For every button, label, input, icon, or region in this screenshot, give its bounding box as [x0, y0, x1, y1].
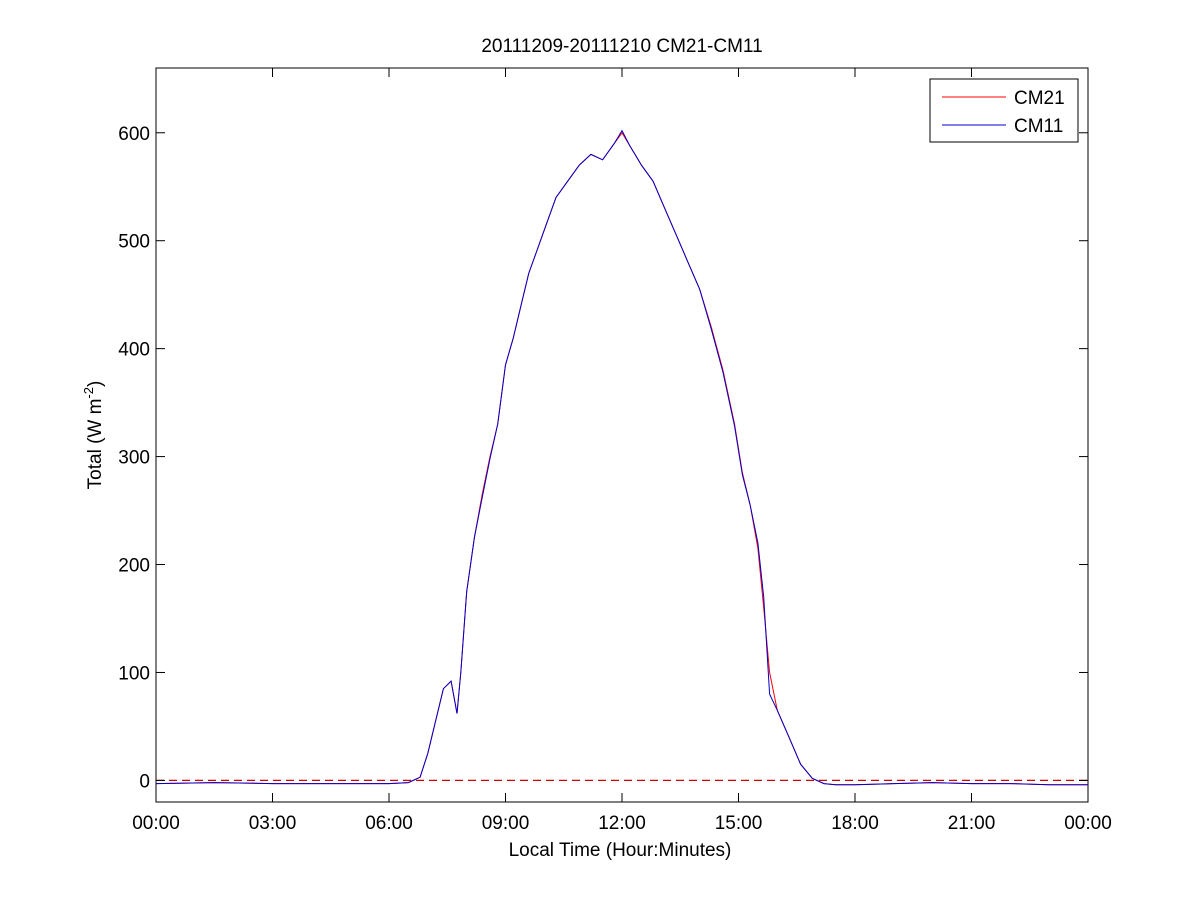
y-axis-label-close: ): [85, 381, 106, 387]
y-tick-label: 400: [118, 340, 150, 361]
y-tick-label: 300: [118, 448, 150, 469]
legend-label-cm21: CM21: [1014, 88, 1065, 109]
x-tick-label: 00:00: [132, 813, 180, 834]
series-line-cm11: [155, 129, 1088, 786]
y-tick-label: 500: [118, 232, 150, 253]
x-tick-label: 15:00: [715, 813, 763, 834]
legend: CM21 CM11: [929, 78, 1079, 143]
x-axis-ticks: 00:00 03:00 06:00 09:00 12:00 15:00 18:00 21:00…: [132, 68, 1112, 834]
x-tick-label: 06:00: [365, 813, 413, 834]
x-tick-label: 12:00: [598, 813, 646, 834]
legend-label-cm11: CM11: [1014, 116, 1063, 137]
x-tick-label: 18:00: [831, 813, 879, 834]
legend-box: [929, 78, 1079, 143]
x-axis-label: Local Time (Hour:Minutes): [509, 840, 732, 861]
y-tick-label: 600: [118, 124, 150, 145]
y-axis-label-main: Total (W m: [85, 399, 106, 490]
x-tick-label: 03:00: [249, 813, 297, 834]
y-axis-ticks: 0 100 200 300 400 500 600: [118, 124, 1088, 792]
y-tick-label: 200: [118, 556, 150, 577]
y-tick-label: 0: [139, 771, 150, 792]
x-tick-label: 09:00: [482, 813, 530, 834]
chart-title: 20111209-20111210 CM21-CM11: [481, 36, 762, 57]
x-tick-label: 21:00: [948, 813, 996, 834]
y-tick-label: 100: [118, 663, 150, 684]
x-tick-label: 00:00: [1064, 813, 1112, 834]
y-axis-label: Total (W m-2): [81, 381, 106, 490]
y-axis-label-superscript: -2: [81, 387, 96, 399]
plot-area: [155, 67, 1089, 803]
